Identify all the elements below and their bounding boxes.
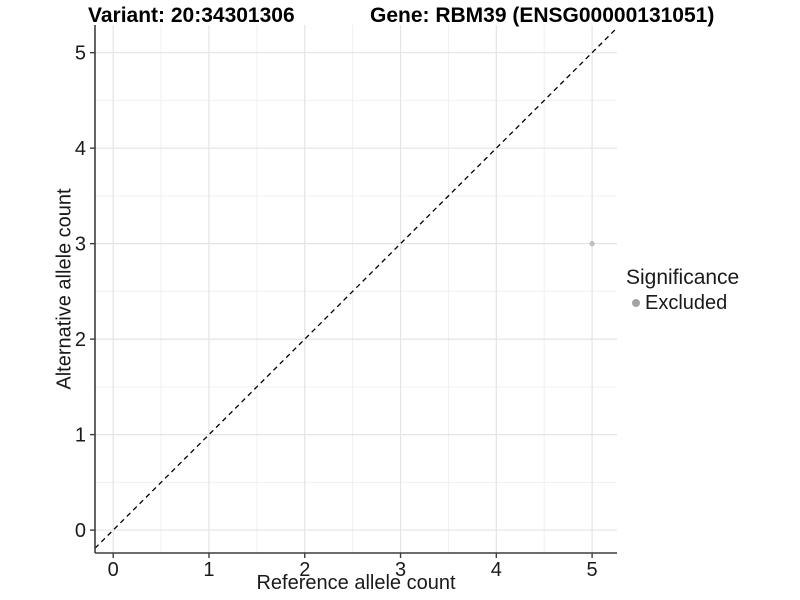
- y-tick-label: 3: [75, 234, 86, 256]
- x-axis-title: Reference allele count: [256, 572, 456, 594]
- legend-item-excluded: Excluded: [626, 292, 739, 314]
- legend: Significance Excluded: [626, 266, 739, 314]
- x-tick-label: 5: [587, 559, 598, 581]
- x-tick-label: 1: [203, 559, 214, 581]
- legend-title: Significance: [626, 266, 740, 289]
- x-tick-label: 4: [491, 559, 502, 581]
- grid-major: [95, 25, 617, 553]
- x-tick-label: 2: [299, 559, 310, 581]
- plot-title-variant: Variant: 20:34301306: [88, 4, 295, 27]
- data-point: [589, 241, 595, 247]
- axis-ticks-and-labels: 0 1 2 3 4 5 0 1 2 3 4 5: [75, 43, 598, 581]
- y-tick-label: 4: [75, 138, 86, 160]
- x-tick-label: 3: [395, 559, 406, 581]
- identity-dashed-line: [94, 27, 618, 549]
- y-tick-label: 0: [75, 520, 86, 542]
- legend-item-label: Excluded: [645, 292, 728, 314]
- y-axis-title: Alternative allele count: [53, 188, 76, 390]
- y-tick-label: 1: [75, 425, 86, 447]
- y-tick-label: 2: [75, 329, 86, 351]
- legend-key-dot-icon: [632, 299, 640, 307]
- plot-title-gene: Gene: RBM39 (ENSG00000131051): [370, 4, 715, 27]
- data-points: [589, 241, 595, 247]
- y-tick-label: 5: [75, 43, 86, 65]
- grid-minor: [95, 25, 617, 553]
- axis-lines: [94, 25, 617, 554]
- x-tick-label: 0: [108, 559, 119, 581]
